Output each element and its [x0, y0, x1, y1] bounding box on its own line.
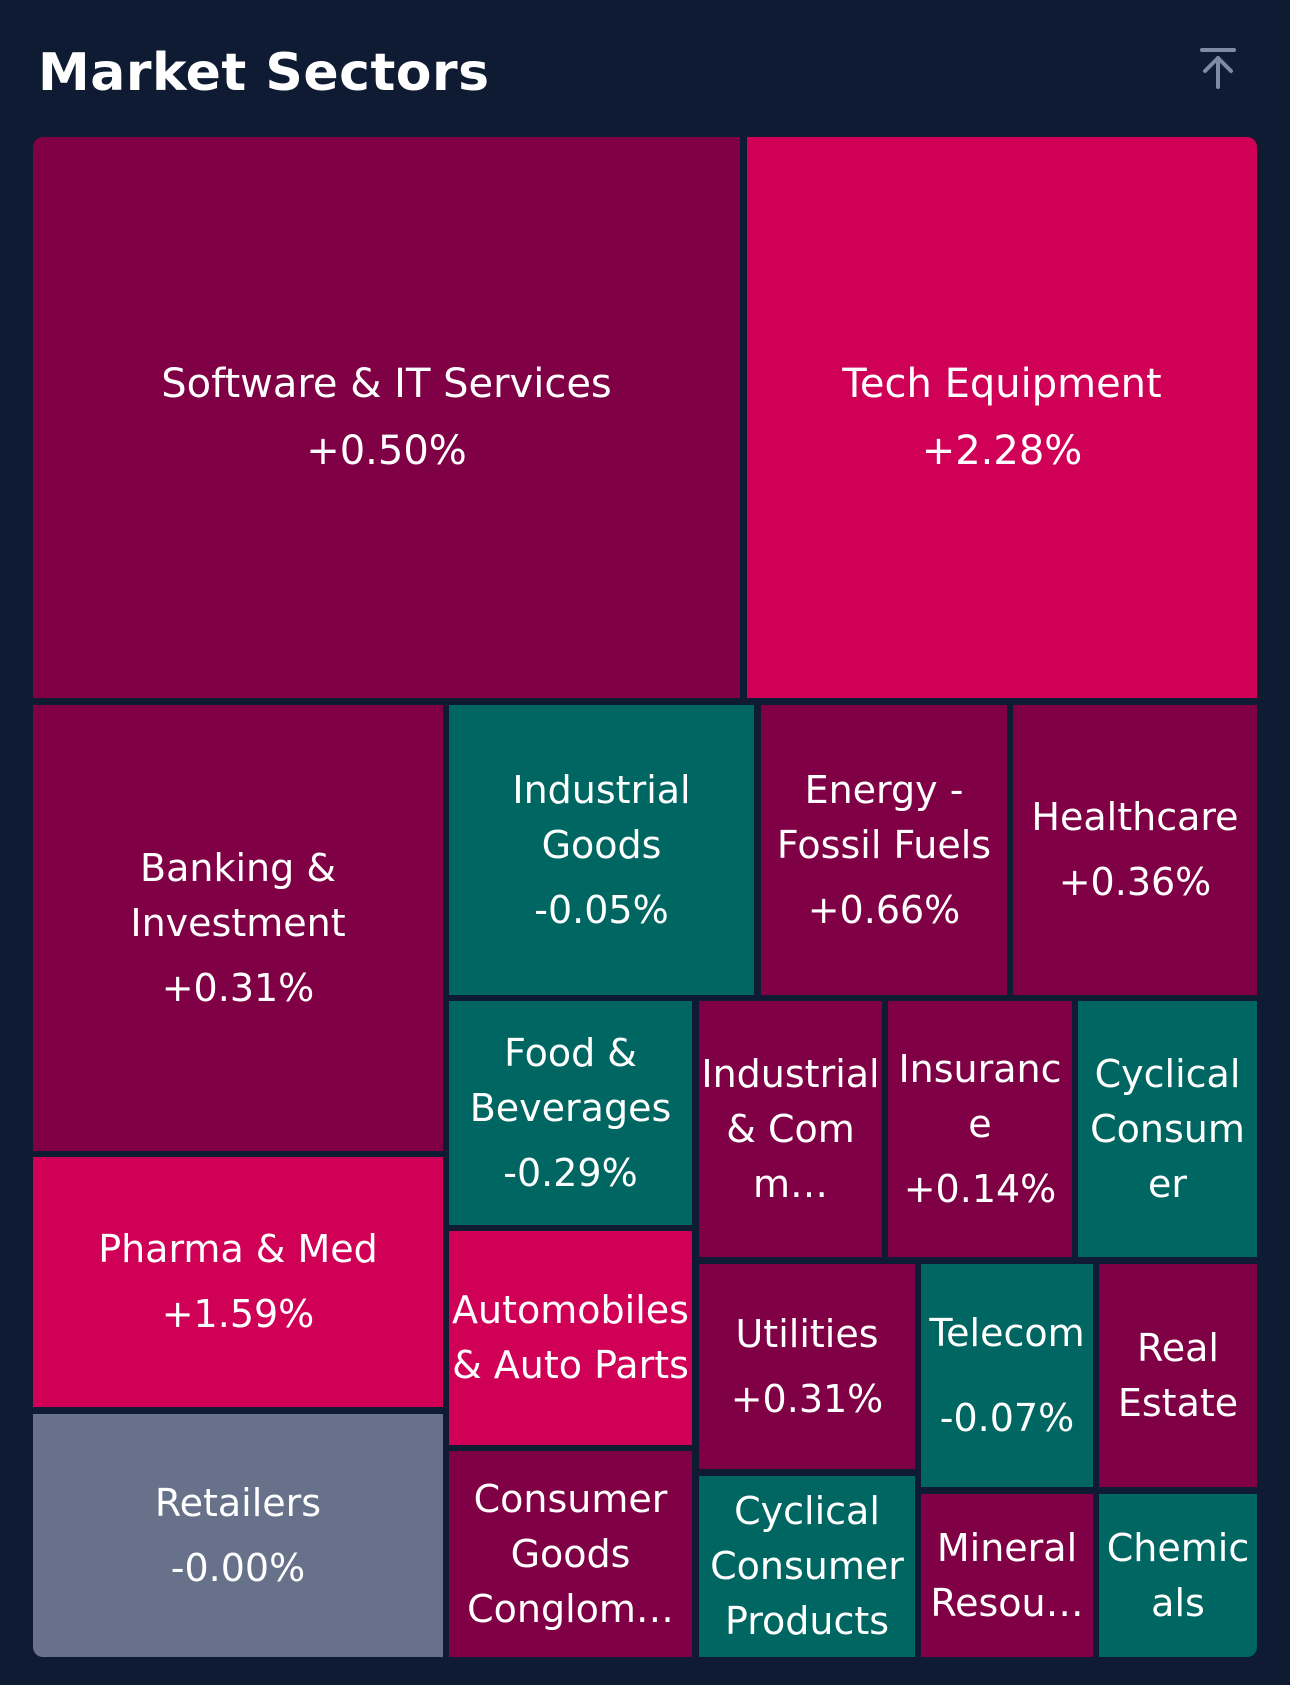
sector-tile-real-estate[interactable]: Real Estate [1099, 1264, 1257, 1487]
sector-name: Automobiles & Auto Parts [452, 1288, 689, 1387]
sector-tile-pharma-med[interactable]: Pharma & Med +1.59% [33, 1157, 443, 1407]
sector-tile-energy-fossil-fuels[interactable]: Energy - Fossil Fuels +0.66% [761, 705, 1007, 995]
sector-change: +0.36% [1058, 860, 1212, 904]
sector-name: Telecom [929, 1310, 1085, 1355]
sector-tile-tech-equipment[interactable]: Tech Equipment +2.28% [747, 137, 1257, 698]
sector-name: Retailers [154, 1480, 322, 1525]
sector-tile-software-it-services[interactable]: Software & IT Services +0.50% [33, 137, 740, 698]
sector-name: Energy - Fossil Fuels [776, 767, 992, 867]
sector-name: Software & IT Services [161, 360, 612, 407]
sector-tile-mineral-resources[interactable]: Mineral Resou… [921, 1494, 1093, 1657]
sector-tile-industrial-commercial[interactable]: Industrial & Comm… [699, 1001, 882, 1257]
sector-tile-cyclical-consumer-products[interactable]: Cyclical Consumer Products [699, 1476, 915, 1657]
sector-tile-consumer-goods-conglomerates[interactable]: Consumer Goods Conglom… [449, 1451, 692, 1657]
sector-change: +0.31% [161, 965, 315, 1010]
sector-change: +0.50% [306, 427, 467, 474]
sector-change: -0.07% [939, 1395, 1075, 1440]
sector-change: -0.00% [170, 1545, 306, 1590]
sector-tile-food-beverages[interactable]: Food & Beverages -0.29% [449, 1001, 692, 1225]
sector-name: Cyclical Consumer Products [710, 1489, 904, 1643]
sector-tile-cyclical-consumer[interactable]: Cyclical Consumer [1078, 1001, 1257, 1257]
sector-name: Mineral Resou… [930, 1525, 1084, 1625]
sector-tile-industrial-goods[interactable]: Industrial Goods -0.05% [449, 705, 754, 995]
sector-tile-automobiles-auto-parts[interactable]: Automobiles & Auto Parts [449, 1231, 692, 1445]
sector-tile-utilities[interactable]: Utilities +0.31% [699, 1264, 915, 1469]
sector-tile-banking-investment[interactable]: Banking & Investment +0.31% [33, 705, 443, 1151]
sector-name: Real Estate [1117, 1325, 1239, 1425]
sector-name: Pharma & Med [98, 1227, 378, 1271]
sector-name: Utilities [735, 1311, 879, 1356]
sector-name: Cyclical Consumer [1090, 1051, 1245, 1206]
sector-tile-chemicals[interactable]: Chemicals [1099, 1494, 1257, 1657]
sector-treemap: Software & IT Services +0.50% Tech Equip… [33, 137, 1257, 1657]
sector-tile-telecom[interactable]: Telecom -0.07% [921, 1264, 1093, 1487]
sector-name: Healthcare [1031, 795, 1239, 839]
sector-tile-insurance[interactable]: Insurance +0.14% [888, 1001, 1072, 1257]
sector-name: Insurance [898, 1046, 1062, 1146]
collapse-button[interactable] [1190, 40, 1246, 96]
sector-name: Industrial & Comm… [701, 1051, 880, 1206]
sector-tile-healthcare[interactable]: Healthcare +0.36% [1013, 705, 1257, 995]
sector-name: Consumer Goods Conglom… [467, 1476, 674, 1631]
sector-change: +0.14% [903, 1166, 1057, 1211]
sector-change: -0.05% [534, 887, 669, 932]
sector-change: +0.66% [807, 887, 961, 932]
sector-change: -0.29% [503, 1150, 638, 1195]
sector-name: Banking & Investment [130, 845, 346, 945]
sector-change: +1.59% [161, 1292, 315, 1336]
page-title: Market Sectors [38, 43, 490, 103]
collapse-to-top-icon [1200, 48, 1236, 89]
sector-tile-retailers[interactable]: Retailers -0.00% [33, 1414, 443, 1657]
sector-change: +2.28% [921, 427, 1083, 474]
sector-name: Tech Equipment [842, 360, 1162, 407]
sector-change: +0.31% [730, 1376, 884, 1421]
sector-name: Chemicals [1106, 1525, 1250, 1625]
sector-name: Industrial Goods [512, 767, 691, 867]
sector-name: Food & Beverages [469, 1030, 672, 1130]
